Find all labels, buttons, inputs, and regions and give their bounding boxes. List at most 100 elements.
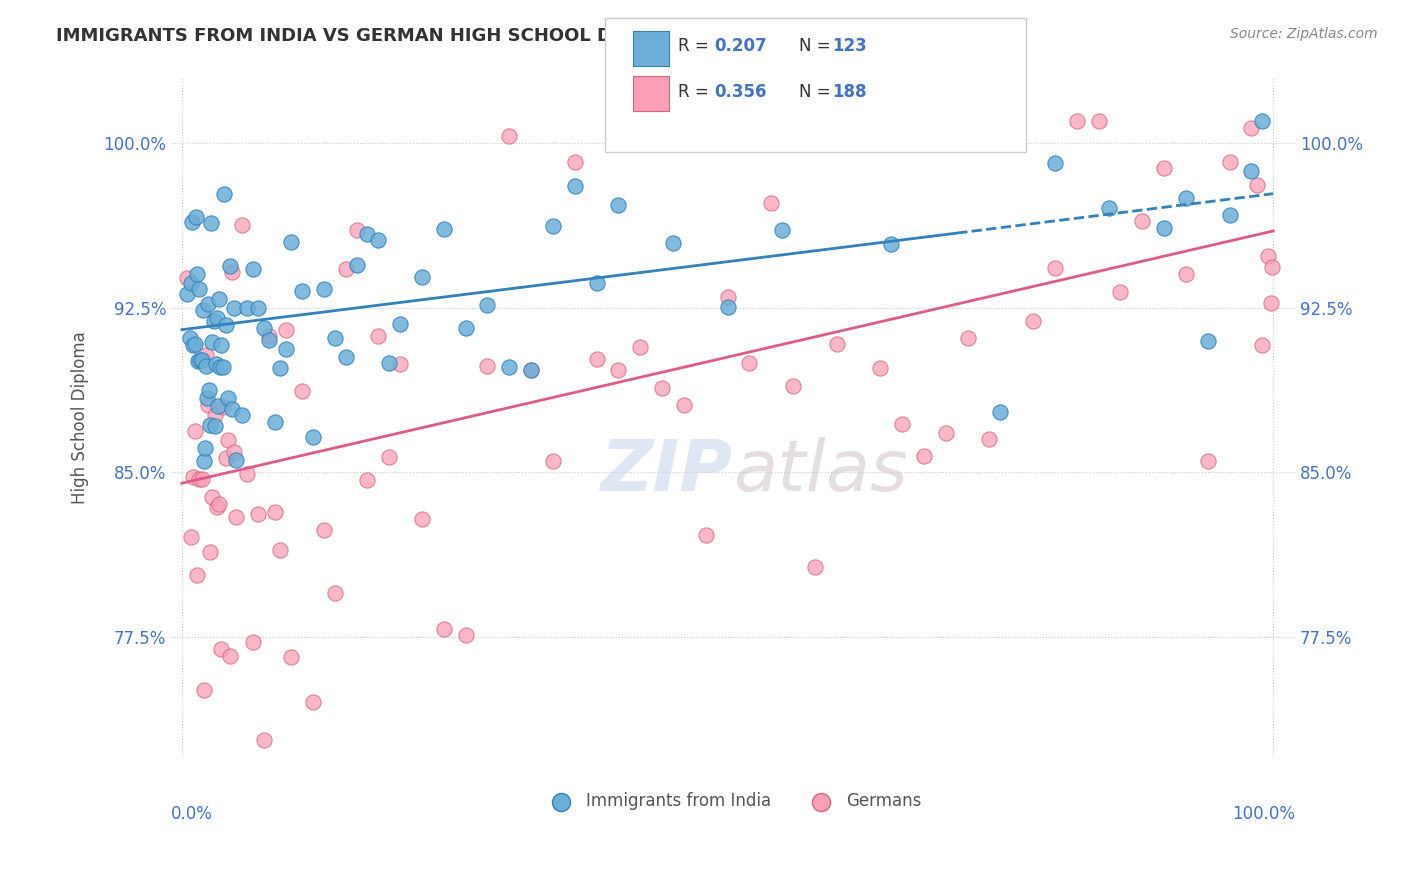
Text: R =: R = [678, 37, 714, 55]
Point [221, 265, 243, 279]
Point [184, 210, 207, 224]
Point [356, 473, 378, 487]
Point [346, 223, 368, 237]
Point [176, 287, 198, 301]
Point [1240, 121, 1263, 136]
Text: 0.356: 0.356 [714, 83, 766, 101]
Point [184, 337, 207, 351]
Point [1197, 453, 1219, 467]
Point [274, 323, 297, 337]
Point [716, 289, 738, 303]
Point [198, 383, 221, 397]
Point [225, 453, 247, 467]
Point [236, 301, 259, 315]
Point [179, 331, 201, 345]
Point [214, 318, 236, 333]
Point [761, 196, 783, 211]
Point [195, 391, 218, 405]
Text: 0.0%: 0.0% [172, 805, 212, 823]
Point [253, 320, 276, 334]
Point [1174, 191, 1197, 205]
Point [263, 505, 285, 519]
Text: ZIP: ZIP [600, 437, 733, 507]
Point [197, 297, 219, 311]
Point [1153, 161, 1175, 175]
Point [1197, 334, 1219, 349]
Point [662, 236, 685, 251]
Point [716, 300, 738, 314]
Point [209, 338, 232, 352]
Point [1109, 285, 1132, 299]
Point [1261, 260, 1284, 275]
Point [378, 450, 401, 464]
Point [188, 472, 211, 486]
Point [214, 451, 236, 466]
Point [219, 649, 242, 664]
Point [912, 449, 935, 463]
Point [346, 258, 368, 272]
Point [191, 303, 214, 318]
Point [411, 511, 433, 525]
Point [224, 301, 246, 316]
Point [190, 353, 212, 368]
Point [219, 259, 242, 273]
Point [1066, 114, 1088, 128]
Point [231, 218, 253, 232]
Point [204, 357, 226, 371]
Point [291, 284, 314, 298]
Point [1153, 221, 1175, 235]
Point [194, 441, 217, 455]
Point [1251, 114, 1274, 128]
Point [193, 454, 215, 468]
Point [1174, 268, 1197, 282]
Text: 123: 123 [832, 37, 868, 55]
Point [848, 115, 870, 129]
Point [1087, 114, 1109, 128]
Point [433, 622, 456, 636]
Text: N =: N = [799, 37, 835, 55]
Point [186, 267, 208, 281]
Point [200, 418, 222, 433]
Text: 188: 188 [832, 83, 868, 101]
Point [335, 262, 357, 277]
Point [236, 467, 259, 481]
Point [194, 359, 217, 373]
Point [200, 216, 222, 230]
Text: Source: ZipAtlas.com: Source: ZipAtlas.com [1230, 27, 1378, 41]
Point [205, 500, 228, 514]
Point [378, 356, 401, 370]
Point [257, 333, 280, 347]
Point [411, 269, 433, 284]
Point [564, 154, 586, 169]
Point [1098, 201, 1121, 215]
Point [208, 292, 231, 306]
Point [695, 528, 717, 542]
Point [180, 214, 202, 228]
Point [869, 361, 891, 376]
Point [188, 282, 211, 296]
Point [217, 433, 239, 447]
Point [498, 359, 520, 374]
Point [389, 357, 412, 371]
Point [1240, 164, 1263, 178]
Point [291, 384, 314, 398]
Point [454, 321, 477, 335]
Point [181, 469, 204, 483]
Text: IMMIGRANTS FROM INDIA VS GERMAN HIGH SCHOOL DIPLOMA CORRELATION CHART: IMMIGRANTS FROM INDIA VS GERMAN HIGH SCH… [56, 27, 911, 45]
Point [242, 635, 264, 649]
Point [1218, 155, 1240, 169]
Point [323, 586, 346, 600]
Point [1251, 338, 1274, 352]
Point [891, 417, 914, 431]
Point [433, 221, 456, 235]
Point [302, 695, 325, 709]
Point [201, 490, 224, 504]
Text: R =: R = [678, 83, 714, 101]
Point [280, 235, 302, 249]
Point [202, 314, 225, 328]
Point [1130, 214, 1153, 228]
Point [1257, 249, 1279, 263]
Point [302, 430, 325, 444]
Point [205, 310, 228, 325]
Point [825, 133, 848, 147]
